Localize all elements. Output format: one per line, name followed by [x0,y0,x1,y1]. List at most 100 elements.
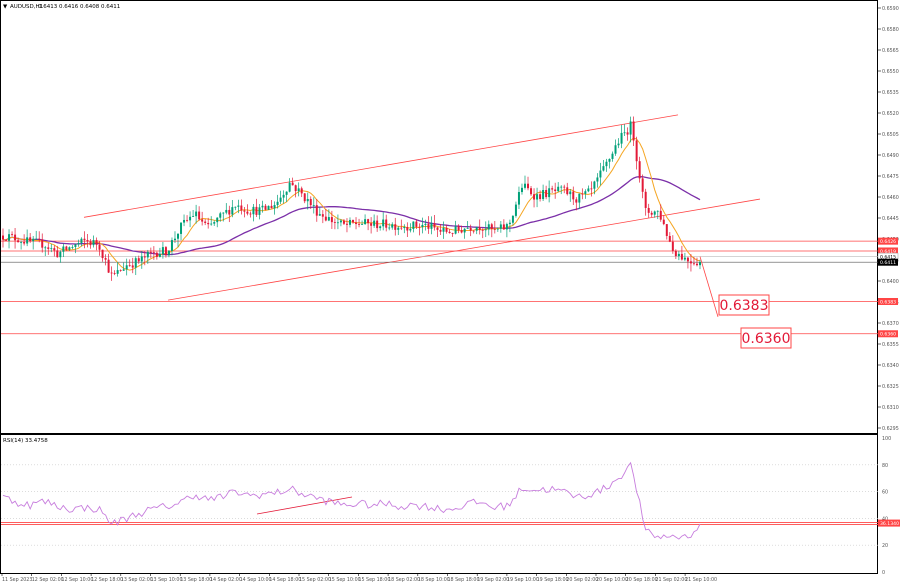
candle-body [23,242,26,244]
candle-body [146,251,149,258]
candle-body [551,188,554,190]
candle-body [183,219,186,223]
candle-body [566,187,569,195]
candle-body [460,230,463,233]
candle-body [267,205,270,210]
level-price-box [878,330,898,338]
time-tick-label: 13 Sep 18:00 [180,577,212,583]
price-tick-label: 0.6370 [882,321,899,327]
candle-body [110,272,113,274]
candle-body [149,251,152,253]
rsi-tick-label: 0 [882,570,885,576]
collapse-triangle-icon[interactable]: ▼ [3,4,8,10]
candle-body [300,188,303,194]
candle-body [276,201,279,206]
level-price-box [878,297,898,305]
price-tick-label: 0.6445 [882,216,899,222]
candle-body [321,214,324,217]
candle-body [177,233,180,239]
candle-body [475,227,478,231]
candle-body [563,186,566,188]
time-tick-label: 14 Sep 18:00 [269,577,301,583]
price-tick-label: 0.6355 [882,342,899,348]
candle-body [264,205,267,210]
candle-body [59,251,62,258]
level-price-label: 0.6419 [880,249,896,255]
candle-body [273,205,276,209]
candle-body [605,161,608,167]
candle-body [336,222,339,224]
fast-ma-path [2,137,701,271]
time-tick-label: 20 Sep 10:00 [596,577,628,583]
candle-body [35,238,38,240]
candle-body [539,194,542,200]
candle-body [382,219,385,227]
candle-body [17,240,20,243]
candle-body [496,228,499,230]
candle-body [56,250,59,258]
candle-body [234,206,237,208]
price-tick-label: 0.6550 [882,69,899,75]
candle-body [74,244,77,247]
candle-body [403,226,406,229]
price-tick-label: 0.6295 [882,426,899,432]
candle-body [137,258,140,262]
channel-upper-line [83,114,679,218]
candle-body [653,211,656,215]
candle-body [116,270,119,274]
candle-body [204,221,207,223]
rsi-tick-label: 100 [882,436,891,442]
candle-body [481,229,484,231]
price-panel [0,0,878,434]
candle-body [240,205,243,211]
candle-body [533,194,536,200]
candle-body [502,224,505,230]
candle-body [68,247,71,250]
candle-body [26,237,29,244]
candle-body [620,132,623,144]
candle-body [596,177,599,182]
time-tick-label: 12 Sep 10:00 [61,577,93,583]
candle-body [415,221,418,227]
candle-body [695,263,698,266]
candle-body [599,170,602,178]
candle-body [523,183,526,188]
candle-body [575,199,578,203]
candle-body [665,224,668,236]
candle-body [101,249,104,259]
time-tick-label: 19 Sep 18:00 [537,577,569,583]
candle-body [80,238,83,244]
candle-body [225,209,228,213]
candle-body [527,183,530,189]
candle-body [689,261,692,264]
candle-body [445,227,448,232]
candle-body [542,190,545,200]
candle-body [659,210,662,220]
candle-body [170,240,173,251]
candle-body [131,265,134,268]
time-tick-label: 13 Sep 10:00 [151,577,183,583]
rsi-gridlines [1,464,878,546]
candle-body [644,191,647,208]
level-price-box [878,247,898,255]
candle-body [243,210,246,212]
price-tick-label: 0.6565 [882,48,899,54]
candle-body [638,161,641,179]
candle-body [20,242,23,243]
candle-body [677,253,680,257]
price-tick-label: 0.6400 [882,279,899,285]
candle-body [32,238,35,242]
candle-body [231,207,234,215]
rsi-tick-label: 80 [882,463,888,469]
time-tick-label: 15 Sep 02:00 [299,577,331,583]
target-label-1: 0.6383 [718,294,770,316]
time-tick-label: 18 Sep 18:00 [448,577,480,583]
candle-body [152,252,155,253]
price-tick-label: 0.6325 [882,384,899,390]
projection-line [699,256,719,318]
candle-body [50,248,53,249]
candle-body [143,256,146,258]
candle-body [650,212,653,215]
time-tick-label: 14 Sep 10:00 [240,577,272,583]
time-tick-label: 18 Sep 10:00 [418,577,450,583]
